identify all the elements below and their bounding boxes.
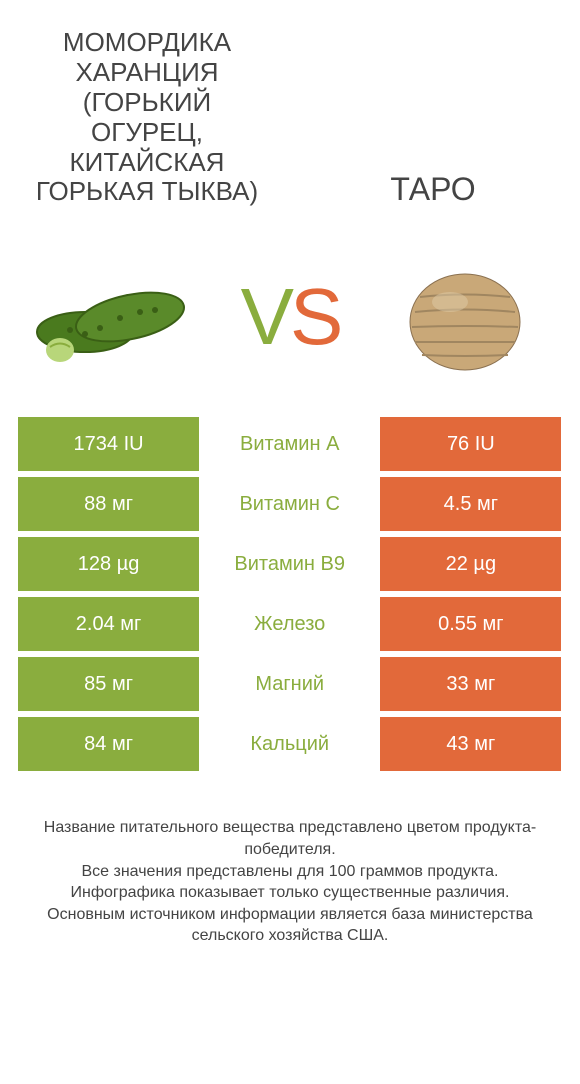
value-right: 0.55 мг: [380, 597, 561, 651]
vs-s: S: [290, 272, 339, 361]
footer-line: Все значения представлены для 100 граммо…: [18, 861, 562, 883]
footer-notes: Название питательного вещества представл…: [0, 777, 580, 947]
vs-v: V: [241, 272, 290, 361]
value-right: 33 мг: [380, 657, 561, 711]
value-left: 84 мг: [18, 717, 199, 771]
footer-line: Инфографика показывает только существенн…: [18, 882, 562, 904]
value-left: 88 мг: [18, 477, 199, 531]
table-row: 1734 IUВитамин A76 IU: [18, 417, 562, 471]
nutrient-label: Железо: [199, 597, 380, 651]
table-row: 88 мгВитамин C4.5 мг: [18, 477, 562, 531]
header: МОМОРДИКА ХАРАНЦИЯ (ГОРЬКИЙ ОГУРЕЦ, КИТА…: [0, 0, 580, 217]
footer-line: Основным источником информации является …: [18, 904, 562, 947]
nutrient-label: Витамин A: [199, 417, 380, 471]
value-right: 4.5 мг: [380, 477, 561, 531]
vs-label: VS: [241, 277, 340, 357]
table-row: 128 µgВитамин B922 µg: [18, 537, 562, 591]
nutrient-label: Витамин B9: [199, 537, 380, 591]
value-right: 76 IU: [380, 417, 561, 471]
table-row: 2.04 мгЖелезо0.55 мг: [18, 597, 562, 651]
footer-line: Название питательного вещества представл…: [18, 817, 562, 860]
value-left: 1734 IU: [18, 417, 199, 471]
bitter-melon-icon: [30, 257, 200, 377]
table-row: 85 мгМагний33 мг: [18, 657, 562, 711]
product-title-left: МОМОРДИКА ХАРАНЦИЯ (ГОРЬКИЙ ОГУРЕЦ, КИТА…: [30, 28, 264, 207]
table-row: 84 мгКальций43 мг: [18, 717, 562, 771]
nutrient-label: Кальций: [199, 717, 380, 771]
value-left: 2.04 мг: [18, 597, 199, 651]
value-right: 43 мг: [380, 717, 561, 771]
value-left: 85 мг: [18, 657, 199, 711]
taro-icon: [380, 257, 550, 377]
nutrient-label: Витамин C: [199, 477, 380, 531]
value-left: 128 µg: [18, 537, 199, 591]
nutrient-table: 1734 IUВитамин A76 IU 88 мгВитамин C4.5 м…: [0, 417, 580, 771]
vs-row: VS: [0, 217, 580, 417]
product-title-right: ТАРО: [316, 171, 550, 208]
nutrient-label: Магний: [199, 657, 380, 711]
value-right: 22 µg: [380, 537, 561, 591]
